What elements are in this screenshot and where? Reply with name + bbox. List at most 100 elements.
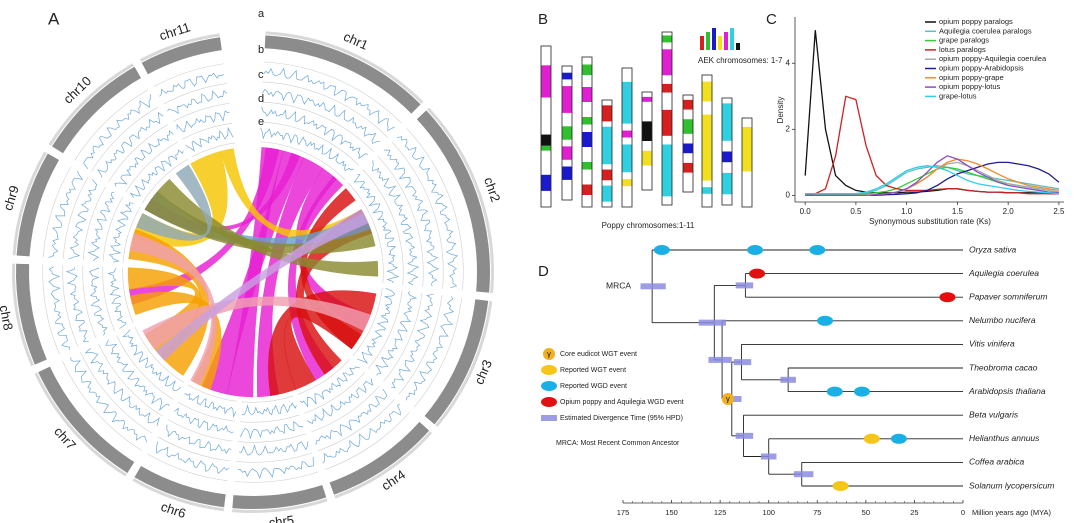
legend-label: opium poppy-grape [939,73,1004,82]
chromosome-band [622,81,632,124]
chromosome-label: chr9 [0,184,22,213]
chromosome-label: chr5 [268,512,295,523]
time-tick-label: 25 [910,508,918,517]
link-ribbon [136,164,212,241]
aek-color [712,28,716,50]
aek-color [700,36,704,50]
chromosome-arc [16,153,60,257]
y-tick-label: 2 [786,124,791,133]
aek-legend: AEK chromosomes: 1-7 [698,56,783,65]
chromosome [682,94,694,193]
hpd-bar [698,319,726,326]
chromosome [641,91,653,191]
circos: chr1chr2chr3chr4chr5chr6chr7chr8chr9chr1… [0,8,503,523]
track-line [48,170,84,259]
chromosome-arc [264,35,421,114]
wgt-event [541,365,557,375]
chromosome-band [602,105,612,122]
hpd-bar [760,453,777,460]
chromosome-band [662,49,672,76]
density-line [805,165,1059,195]
link-ribbon [129,233,217,386]
track-border [62,265,79,347]
chromosome-band [541,65,551,98]
x-tick-label: 0.5 [850,207,862,216]
chromosome [581,56,593,208]
time-tick-label: 150 [665,508,678,517]
chromosome-band [582,117,592,125]
time-tick-label: 175 [617,508,630,517]
taxon-label: Vitis vinifera [969,339,1015,349]
track-letter: e [258,116,264,128]
wgd-event [747,245,764,255]
track-letter: b [258,44,264,56]
tree-note: MRCA: Most Recent Common Ancestor [556,440,680,447]
track-line [306,378,374,425]
taxon-label: Arabidopsis thaliana [968,386,1046,396]
track-line [105,339,170,411]
panel-label: C [766,11,777,28]
chromosome [661,31,673,206]
x-tick-label: 0.0 [800,207,812,216]
track-line [406,296,455,401]
chromosome [621,67,633,208]
gamma-event: γ [543,348,555,360]
track-line [239,421,304,440]
chromosome [741,117,753,208]
tree-branches [651,249,963,487]
aek-color [736,43,740,50]
track-line [65,267,89,343]
link-ribbon [155,209,369,361]
gamma-marker [543,348,555,360]
chromosome-arc [329,421,430,495]
y-tick-label: 0 [786,191,791,200]
chromosome-band [642,96,652,102]
link-ribbon [157,178,379,277]
track-border [82,266,97,339]
hpd-bar [640,283,666,290]
chromosome-band [562,146,572,160]
aek-color [718,36,722,50]
chromosome-band [602,185,612,202]
track-line [261,106,368,159]
chromosome-arc [134,465,226,508]
chromosome-band [702,81,712,102]
taxon-label: Solanum lycopersicum [969,480,1055,490]
chromosome-arc [38,366,135,473]
hpd-bar [735,282,754,289]
chromosome-band [582,162,592,170]
aek-color [706,32,710,50]
track-line [176,110,230,132]
wgt-event [832,481,849,491]
time-tick-label: 75 [813,508,821,517]
legend-label: Core eudicot WGT event [560,351,637,358]
track-line [262,88,381,144]
chromosome [701,74,713,208]
chromosome-band [602,169,612,181]
chromosome-band [541,134,551,146]
track-line [114,130,174,187]
gamma-marker [721,392,734,405]
track-line [48,266,70,350]
track-line [68,179,98,260]
track-line [239,441,309,456]
chromosome-arc [141,37,222,75]
chromosome-band [582,64,592,75]
chromosome-band [642,121,652,141]
x-tick-label: 1.0 [901,207,913,216]
track-line [167,89,227,114]
wgd-event [541,381,557,391]
chromosome-band [562,166,572,180]
track-line [260,127,354,171]
track-line [315,388,388,445]
time-tick-label: 100 [762,508,775,517]
track-line [242,402,297,416]
aek-color [730,28,734,50]
track-line [391,293,434,389]
track-line [375,291,418,376]
chromosome-band [562,86,572,113]
hpd-bar [793,471,814,478]
chromosome-band [541,174,551,191]
chromosome-band [683,162,693,173]
